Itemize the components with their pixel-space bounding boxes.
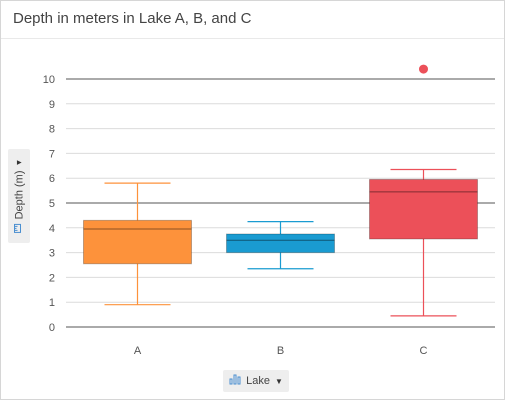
y-tick-label: 1 — [49, 297, 55, 309]
outlier-point — [419, 64, 428, 74]
caret-down-icon: ▼ — [274, 376, 283, 386]
y-tick-label: 8 — [49, 124, 55, 136]
x-tick-label: B — [277, 345, 284, 357]
y-axis-label: Depth (m) — [13, 170, 25, 220]
title-divider — [1, 38, 504, 39]
y-tick-label: 5 — [49, 198, 55, 210]
bar-chart-icon — [229, 374, 241, 388]
ruler-icon — [13, 223, 26, 233]
x-axis-label: Lake — [246, 375, 270, 387]
y-tick-label: 4 — [49, 223, 55, 235]
y-tick-label: 3 — [49, 248, 55, 260]
x-tick-label: C — [420, 345, 428, 357]
x-axis-field-button[interactable]: Lake ▼ — [223, 370, 289, 392]
box-A — [83, 219, 192, 265]
y-tick-label: 6 — [49, 173, 55, 185]
box-B — [226, 233, 335, 254]
y-tick-label: 0 — [49, 322, 55, 334]
caret-down-icon: ▼ — [14, 158, 24, 167]
y-tick-label: 10 — [43, 74, 55, 86]
x-tick-label: A — [134, 345, 142, 357]
chart-title: Depth in meters in Lake A, B, and C — [13, 10, 252, 27]
y-tick-label: 7 — [49, 148, 55, 160]
box-C — [369, 178, 478, 240]
y-tick-label: 2 — [49, 272, 55, 284]
y-axis-field-button[interactable]: Depth (m) ▼ — [8, 149, 30, 243]
y-tick-label: 9 — [49, 99, 55, 111]
